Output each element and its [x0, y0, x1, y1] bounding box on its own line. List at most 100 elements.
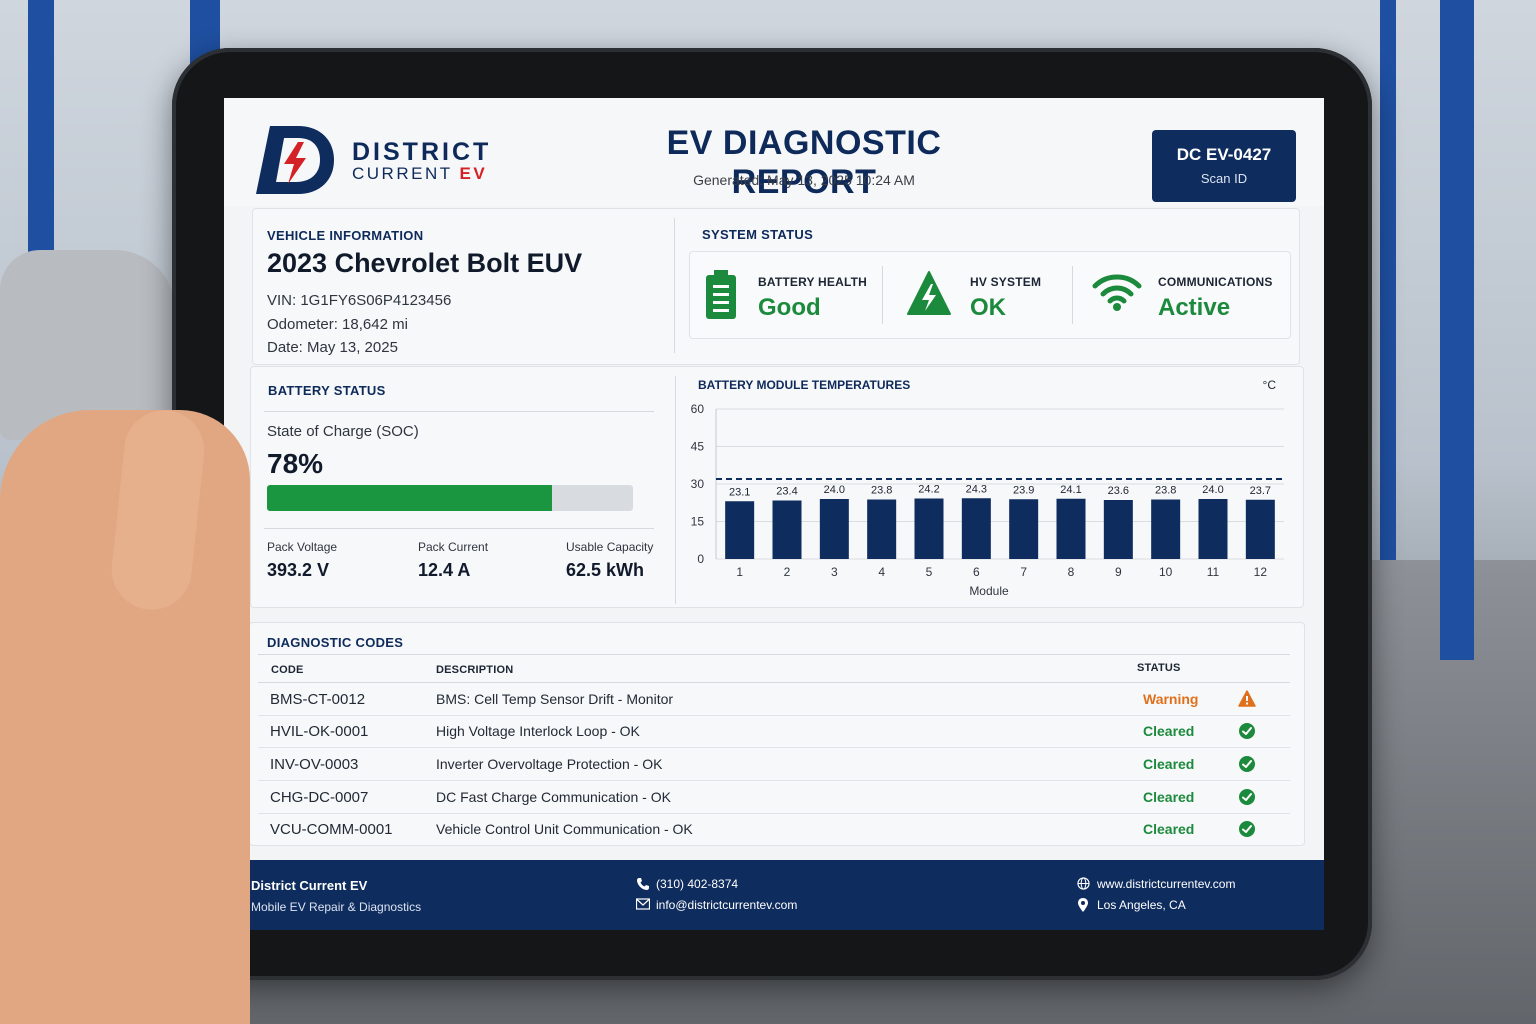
bar-value-label: 23.1 — [729, 486, 750, 498]
description-cell: BMS: Cell Temp Sensor Drift - Monitor — [436, 691, 674, 707]
system-status-label: SYSTEM STATUS — [702, 227, 814, 242]
phone-icon — [637, 878, 649, 890]
table-row[interactable]: HVIL-OK-0001 High Voltage Interlock Loop… — [258, 715, 1290, 748]
table-row[interactable]: CHG-DC-0007 DC Fast Charge Communication… — [258, 781, 1290, 814]
temperature-bar — [1103, 500, 1133, 559]
wifi-icon — [1092, 274, 1142, 311]
code-cell: BMS-CT-0012 — [270, 691, 366, 708]
footer-email-text: info@districtcurrentev.com — [656, 898, 798, 912]
scan-id-value: DC EV-0427 — [1176, 145, 1272, 164]
y-tick-label: 30 — [691, 477, 705, 491]
vehicle-odometer: Odometer: 18,642 mi — [267, 316, 408, 333]
scan-id-label: Scan ID — [1200, 171, 1248, 186]
pack-current-label: Pack Current — [418, 540, 489, 554]
codes-header-rule — [258, 682, 1290, 683]
battery-health-label: BATTERY HEALTH — [758, 275, 868, 289]
description-cell: Vehicle Control Unit Communication - OK — [436, 821, 693, 837]
temperature-bar — [819, 499, 849, 559]
table-row[interactable]: BMS-CT-0012 BMS: Cell Temp Sensor Drift … — [258, 683, 1290, 716]
battery-icon — [706, 270, 736, 319]
vehicle-info-label: VEHICLE INFORMATION — [267, 228, 424, 243]
brand-subname: CURRENT EV — [352, 164, 487, 184]
soc-progress-fill — [267, 485, 553, 511]
lift-pillar-right — [1440, 0, 1474, 660]
bar-value-label: 24.3 — [966, 483, 987, 495]
brand-name: DISTRICT — [352, 138, 492, 166]
status-cell: Cleared — [1143, 723, 1195, 739]
table-row[interactable]: INV-OV-0003 Inverter Overvoltage Protect… — [258, 748, 1290, 781]
district-current-logo-icon — [256, 126, 334, 194]
tablet-screen: DISTRICT CURRENT EV EV DIAGNOSTIC REPORT… — [224, 98, 1324, 930]
hv-system-status: HV SYSTEM OK — [906, 252, 1076, 338]
vehicle-name: 2023 Chevrolet Bolt EUV — [267, 248, 583, 278]
description-cell: Inverter Overvoltage Protection - OK — [436, 756, 663, 772]
battery-metrics-rule — [264, 528, 654, 529]
temperature-bar — [1151, 499, 1181, 559]
code-cell: HVIL-OK-0001 — [270, 723, 369, 740]
battery-chart-divider — [675, 376, 676, 604]
y-tick-label: 0 — [697, 552, 704, 566]
communications-label: COMMUNICATIONS — [1158, 275, 1273, 289]
x-tick-label: 1 — [736, 565, 743, 579]
bar-value-label: 23.4 — [776, 486, 797, 498]
soc-value: 78% — [267, 448, 324, 479]
location-pin-icon — [1078, 898, 1088, 912]
y-tick-label: 15 — [691, 515, 705, 529]
pack-voltage-value: 393.2 V — [267, 560, 330, 580]
temperature-bar — [1009, 499, 1039, 559]
x-tick-label: 3 — [831, 565, 838, 579]
usable-capacity-value: 62.5 kWh — [566, 560, 645, 580]
check-circle-icon — [1239, 789, 1255, 805]
bar-value-label: 23.9 — [1013, 484, 1034, 496]
bar-value-label: 23.7 — [1250, 485, 1271, 497]
table-row[interactable]: VCU-COMM-0001 Vehicle Control Unit Commu… — [258, 813, 1290, 845]
x-tick-label: 2 — [784, 565, 791, 579]
footer-tagline: Mobile EV Repair & Diagnostics — [251, 900, 422, 914]
scan-id-badge: DC EV-0427 Scan ID — [1152, 130, 1296, 202]
status-divider-2 — [1072, 266, 1073, 324]
bar-value-label: 23.8 — [1155, 485, 1176, 497]
footer-website-text: www.districtcurrentev.com — [1097, 877, 1236, 891]
footer-company: District Current EV — [251, 878, 368, 893]
high-voltage-warning-icon — [907, 271, 951, 315]
battery-title-rule — [264, 411, 654, 412]
battery-health-status: BATTERY HEALTH Good — [704, 252, 882, 338]
column-header-description: DESCRIPTION — [436, 664, 514, 676]
temperature-bar — [961, 498, 991, 559]
code-cell: VCU-COMM-0001 — [270, 821, 393, 838]
page-title: EV DIAGNOSTIC REPORT — [666, 124, 942, 201]
lift-pillar-right-2 — [1380, 0, 1396, 560]
codes-title-rule — [258, 654, 1290, 655]
code-cell: INV-OV-0003 — [270, 756, 359, 773]
mail-icon — [636, 898, 650, 910]
diagnostic-codes-card — [249, 622, 1305, 846]
vehicle-status-divider — [674, 218, 675, 353]
report-footer: District Current EV Mobile EV Repair & D… — [224, 860, 1324, 930]
brand-subname-accent: EV — [459, 164, 488, 183]
x-tick-label: 5 — [926, 565, 933, 579]
x-tick-label: 7 — [1020, 565, 1027, 579]
x-tick-label: 11 — [1207, 565, 1220, 579]
column-header-code: CODE — [271, 664, 304, 676]
check-circle-icon — [1239, 821, 1255, 837]
y-tick-label: 45 — [691, 440, 705, 454]
diagnostic-codes-label: DIAGNOSTIC CODES — [267, 635, 404, 650]
x-tick-label: 12 — [1254, 565, 1268, 579]
hv-system-value: OK — [970, 294, 1006, 321]
communications-status: COMMUNICATIONS Active — [1092, 252, 1282, 338]
chart-unit-label: °C — [1263, 378, 1277, 392]
temperature-bar — [1245, 499, 1275, 559]
chart-x-axis-label: Module — [969, 584, 1009, 598]
check-circle-icon — [1239, 723, 1255, 739]
temperature-bar — [1056, 498, 1086, 559]
temperature-bar — [725, 501, 755, 559]
description-cell: High Voltage Interlock Loop - OK — [436, 723, 640, 739]
check-circle-icon — [1239, 756, 1255, 772]
battery-health-value: Good — [758, 294, 821, 321]
bar-value-label: 24.0 — [824, 484, 845, 496]
soc-label: State of Charge (SOC) — [267, 423, 419, 440]
temperature-bar — [772, 500, 802, 559]
globe-icon — [1077, 877, 1090, 890]
temperature-bar — [1198, 499, 1228, 559]
code-cell: CHG-DC-0007 — [270, 789, 369, 806]
